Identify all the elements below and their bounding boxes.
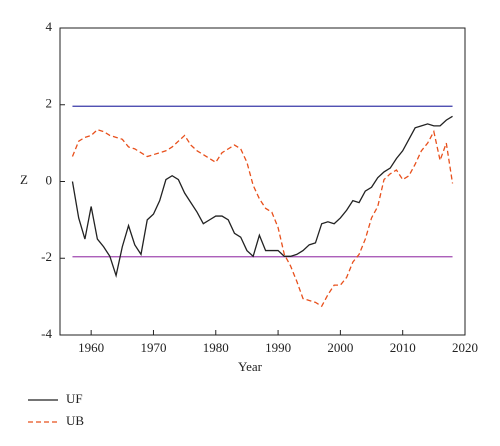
x-tick-label: 2020: [452, 340, 478, 355]
plot-frame: [59, 27, 466, 336]
y-tick-label: 2: [46, 96, 53, 111]
series-line: [71, 115, 453, 279]
legend-label: UB: [66, 413, 84, 428]
x-tick-label: 1970: [140, 340, 166, 355]
x-tick-label: 1960: [78, 340, 104, 355]
y-tick-label: 4: [46, 19, 53, 34]
x-axis-label: Year: [238, 359, 263, 374]
y-tick-label: -4: [41, 326, 52, 341]
y-axis-label: Z: [20, 172, 28, 187]
series-line: [71, 128, 454, 308]
x-tick-label: 2000: [327, 340, 353, 355]
x-tick-label: 2010: [390, 340, 416, 355]
x-tick-label: 1990: [265, 340, 291, 355]
legend-label: UF: [66, 391, 83, 406]
x-tick-label: 1980: [203, 340, 229, 355]
y-tick-label: 0: [46, 172, 53, 187]
y-tick-label: -2: [41, 249, 52, 264]
